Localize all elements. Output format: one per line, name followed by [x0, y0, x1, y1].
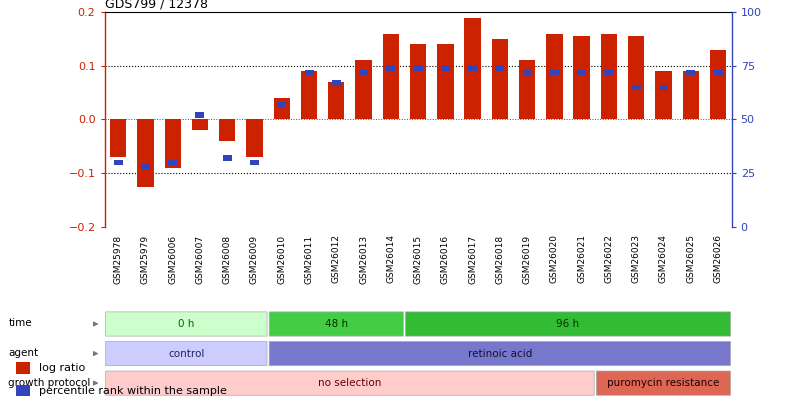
FancyBboxPatch shape	[105, 341, 267, 366]
Bar	[577, 70, 585, 75]
Bar	[385, 65, 395, 70]
Bar	[141, 164, 149, 169]
Bar	[165, 119, 181, 168]
Text: growth protocol: growth protocol	[8, 377, 91, 388]
FancyBboxPatch shape	[105, 371, 593, 395]
Bar	[218, 119, 235, 141]
Text: percentile rank within the sample: percentile rank within the sample	[39, 386, 226, 396]
Bar	[16, 385, 31, 396]
Text: 48 h: 48 h	[324, 319, 348, 329]
Bar	[273, 98, 290, 119]
Bar	[682, 71, 698, 119]
Bar	[192, 119, 208, 130]
Bar	[277, 102, 286, 107]
Bar	[712, 70, 722, 75]
Text: time: time	[8, 318, 32, 328]
Text: 96 h: 96 h	[556, 319, 579, 329]
Text: control: control	[168, 349, 204, 358]
FancyBboxPatch shape	[269, 312, 403, 336]
Bar	[654, 71, 671, 119]
Bar	[600, 34, 617, 119]
Bar	[110, 119, 126, 157]
Bar	[522, 70, 531, 75]
Bar	[549, 70, 558, 75]
Bar	[246, 119, 263, 157]
Bar	[437, 45, 453, 119]
Bar	[222, 156, 231, 161]
Bar	[573, 36, 589, 119]
Bar	[137, 119, 153, 187]
FancyBboxPatch shape	[105, 312, 267, 336]
Text: GDS799 / 12378: GDS799 / 12378	[104, 0, 207, 11]
Text: agent: agent	[8, 348, 39, 358]
Bar	[168, 160, 177, 165]
Text: 0 h: 0 h	[178, 319, 194, 329]
Bar	[332, 80, 340, 86]
Bar	[410, 45, 426, 119]
Bar	[495, 65, 503, 70]
Bar	[627, 36, 643, 119]
Bar	[304, 70, 313, 75]
FancyBboxPatch shape	[269, 341, 730, 366]
Bar	[686, 70, 695, 75]
Bar	[491, 39, 507, 119]
Bar	[328, 82, 344, 119]
Bar	[604, 70, 613, 75]
FancyBboxPatch shape	[405, 312, 730, 336]
Bar	[113, 160, 123, 165]
Bar	[16, 362, 31, 374]
Bar	[300, 71, 317, 119]
Text: puromycin resistance: puromycin resistance	[606, 378, 719, 388]
Bar	[355, 60, 371, 119]
Bar	[464, 17, 480, 119]
Text: log ratio: log ratio	[39, 363, 85, 373]
Text: retinoic acid: retinoic acid	[467, 349, 532, 358]
Bar	[382, 34, 398, 119]
Bar	[250, 160, 259, 165]
Bar	[359, 70, 368, 75]
Bar	[195, 113, 204, 118]
Bar	[545, 34, 562, 119]
Text: no selection: no selection	[318, 378, 381, 388]
Bar	[467, 65, 476, 70]
Bar	[440, 65, 450, 70]
Bar	[518, 60, 535, 119]
FancyBboxPatch shape	[596, 371, 730, 395]
Bar	[413, 65, 422, 70]
Bar	[709, 50, 725, 119]
Bar	[631, 85, 640, 90]
Bar	[658, 85, 667, 90]
